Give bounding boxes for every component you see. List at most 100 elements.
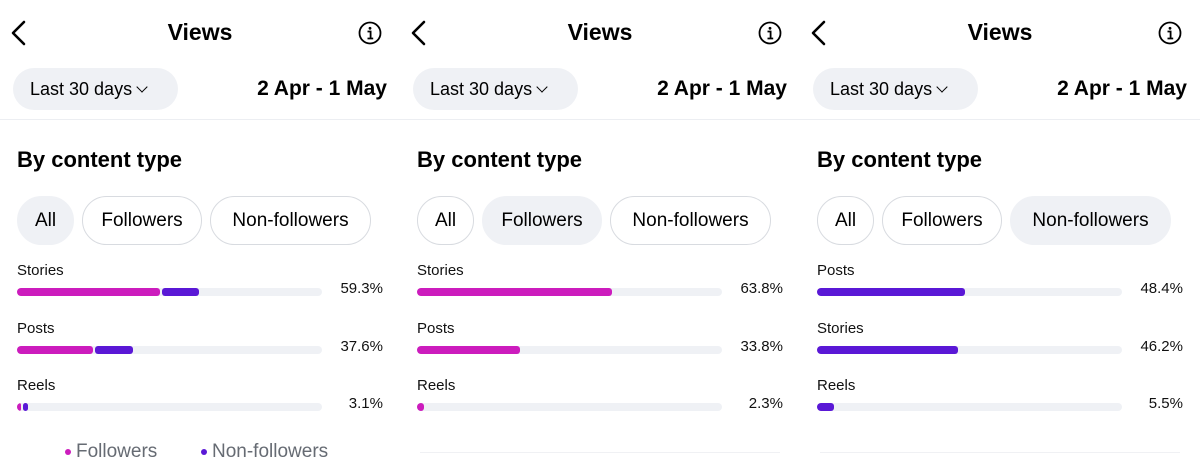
section-title: By content type <box>817 147 983 172</box>
followers-bar <box>417 403 424 411</box>
filter-followers[interactable]: Followers <box>82 196 202 245</box>
followers-bar <box>17 346 93 354</box>
row-label: Posts <box>417 320 455 337</box>
row-label: Stories <box>17 262 64 279</box>
period-label: Last 30 days <box>430 79 533 99</box>
chevron-down-icon <box>536 81 548 93</box>
date-range: 2 Apr - 1 May <box>257 77 387 100</box>
bar-track <box>817 288 1122 296</box>
chevron-down-icon <box>136 81 148 93</box>
bar-track <box>817 346 1122 354</box>
legend-followers: Followers <box>65 441 157 463</box>
row-percent: 59.3% <box>340 280 383 297</box>
content-row: Posts 48.4% <box>800 262 1200 312</box>
filter-all[interactable]: All <box>17 196 74 245</box>
filter-all[interactable]: All <box>417 196 474 245</box>
row-label: Stories <box>817 320 864 337</box>
page-title: Views <box>967 19 1033 45</box>
row-percent: 37.6% <box>340 338 383 355</box>
row-percent: 63.8% <box>740 280 783 297</box>
divider <box>800 119 1200 120</box>
header: Views <box>0 0 400 64</box>
filter-non-followers[interactable]: Non-followers <box>1010 196 1171 245</box>
content-row: Stories 63.8% <box>400 262 800 312</box>
content-row: Stories 59.3% <box>0 262 400 312</box>
info-circle-icon[interactable] <box>358 21 382 45</box>
non-followers-bar <box>817 403 834 411</box>
non-followers-bar <box>817 288 965 296</box>
bar-track <box>817 403 1122 411</box>
section-title: By content type <box>17 147 183 172</box>
filter-non-followers[interactable]: Non-followers <box>210 196 371 245</box>
bar-track <box>17 288 322 296</box>
row-percent: 46.2% <box>1140 338 1183 355</box>
row-label: Posts <box>17 320 55 337</box>
row-percent: 3.1% <box>348 395 383 412</box>
period-dropdown[interactable]: Last 30 days <box>13 68 178 110</box>
filter-all[interactable]: All <box>817 196 874 245</box>
chevron-down-icon <box>936 81 948 93</box>
legend-label: Non-followers <box>212 441 329 462</box>
views-panel-non-followers: Views Last 30 days 2 Apr - 1 May By cont… <box>800 0 1200 474</box>
header: Views <box>400 0 800 64</box>
date-range-row: Last 30 days 2 Apr - 1 May <box>0 68 400 112</box>
non-followers-bar <box>162 288 199 296</box>
page-title: Views <box>567 19 633 45</box>
views-panel-all: Views Last 30 days 2 Apr - 1 May By cont… <box>0 0 400 474</box>
followers-bar <box>417 346 520 354</box>
header: Views <box>800 0 1200 64</box>
date-range-row: Last 30 days 2 Apr - 1 May <box>800 68 1200 112</box>
bar-track <box>417 346 722 354</box>
content-row: Posts 37.6% <box>0 320 400 370</box>
row-label: Stories <box>417 262 464 279</box>
divider <box>400 119 800 120</box>
bar-track <box>417 403 722 411</box>
non-followers-dot <box>201 449 207 455</box>
divider <box>0 119 400 120</box>
info-circle-icon[interactable] <box>1158 21 1182 45</box>
content-row: Reels 5.5% <box>800 377 1200 427</box>
content-row: Reels 2.3% <box>400 377 800 427</box>
bar-track <box>17 403 322 411</box>
divider <box>420 452 780 453</box>
content-row: Reels 3.1% <box>0 377 400 427</box>
row-label: Reels <box>17 377 56 394</box>
info-circle-icon[interactable] <box>758 21 782 45</box>
row-label: Reels <box>417 377 456 394</box>
row-label: Posts <box>817 262 855 279</box>
row-percent: 2.3% <box>748 395 783 412</box>
row-percent: 33.8% <box>740 338 783 355</box>
section-title: By content type <box>417 147 583 172</box>
row-percent: 48.4% <box>1140 280 1183 297</box>
page-title: Views <box>167 19 233 45</box>
filter-followers[interactable]: Followers <box>882 196 1002 245</box>
non-followers-bar <box>817 346 958 354</box>
date-range: 2 Apr - 1 May <box>657 77 787 100</box>
legend-non-followers: Non-followers <box>201 441 328 463</box>
period-dropdown[interactable]: Last 30 days <box>813 68 978 110</box>
divider <box>820 452 1180 453</box>
chevron-left-icon[interactable] <box>808 18 830 48</box>
filter-followers[interactable]: Followers <box>482 196 602 245</box>
legend-label: Followers <box>76 441 158 462</box>
period-label: Last 30 days <box>30 79 133 99</box>
row-percent: 5.5% <box>1148 395 1183 412</box>
non-followers-bar <box>23 403 28 411</box>
followers-bar <box>417 288 612 296</box>
followers-dot <box>65 449 71 455</box>
content-row: Posts 33.8% <box>400 320 800 370</box>
content-row: Stories 46.2% <box>800 320 1200 370</box>
chevron-left-icon[interactable] <box>8 18 30 48</box>
chevron-left-icon[interactable] <box>408 18 430 48</box>
date-range-row: Last 30 days 2 Apr - 1 May <box>400 68 800 112</box>
non-followers-bar <box>95 346 133 354</box>
views-panel-followers: Views Last 30 days 2 Apr - 1 May By cont… <box>400 0 800 474</box>
filter-non-followers[interactable]: Non-followers <box>610 196 771 245</box>
bar-track <box>17 346 322 354</box>
date-range: 2 Apr - 1 May <box>1057 77 1187 100</box>
period-dropdown[interactable]: Last 30 days <box>413 68 578 110</box>
followers-bar <box>17 288 160 296</box>
period-label: Last 30 days <box>830 79 933 99</box>
followers-bar <box>17 403 21 411</box>
row-label: Reels <box>817 377 856 394</box>
